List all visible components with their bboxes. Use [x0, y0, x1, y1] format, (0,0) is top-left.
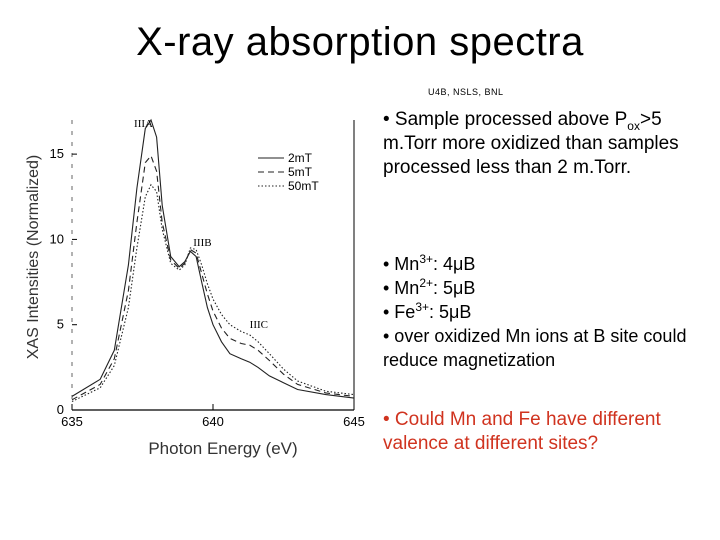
moment-pre-1: • Mn: [383, 278, 420, 298]
series-line-50mT: [71, 183, 355, 402]
moment-pre-3: • over oxidized Mn ions at B site could …: [383, 326, 687, 370]
moment-line-3: • over oxidized Mn ions at B site could …: [383, 324, 713, 372]
bullet-oxidation-lead: • Sample processed above P: [383, 109, 628, 130]
bullet-question: • Could Mn and Fe have different valence…: [383, 409, 661, 454]
y-tick-label-1: 5: [57, 317, 64, 332]
xas-chart: 635 640 645 0 5 10 15 Photon Energy (eV) XAS Int…: [25, 118, 365, 458]
x-tick-label-1: 640: [202, 414, 224, 429]
y-tick-label-2: 10: [50, 231, 64, 246]
bullet-oxidation: • Sample processed above Pox>5 m.Torr mo…: [383, 108, 713, 180]
moment-pre-0: • Mn: [383, 254, 420, 274]
legend-label-5mT: 5mT: [288, 165, 313, 179]
series-line-2mT: [71, 118, 355, 399]
moment-sup-0: 3+: [419, 252, 433, 266]
bullet-moments: • Mn3+: 4μB • Mn2+: 5μB • Fe3+: 5μB • ov…: [383, 252, 713, 372]
source-label: U4B, NSLS, BNL: [428, 87, 504, 97]
peak-label-IIIC: IIIC: [250, 319, 268, 331]
moment-pre-2: • Fe: [383, 302, 416, 322]
y-tick-label-0: 0: [57, 402, 64, 417]
legend-label-2mT: 2mT: [288, 151, 313, 165]
chart-root: 635 640 645 0 5 10 15 Photon Energy (eV) XAS Int…: [25, 118, 365, 458]
moment-line-2: • Fe3+: 5μB: [383, 300, 713, 324]
legend-label-50mT: 50mT: [288, 179, 319, 193]
bullet-oxidation-sub: ox: [627, 118, 640, 133]
x-tick-label-2: 645: [343, 414, 365, 429]
moment-line-1: • Mn2+: 5μB: [383, 276, 713, 300]
moment-sup-2: 3+: [415, 300, 429, 314]
peak-label-IIIB: IIIB: [193, 237, 211, 249]
x-axis-label: Photon Energy (eV): [148, 439, 297, 458]
y-axis-label: XAS Intensities (Normalized): [25, 155, 42, 360]
moment-line-0: • Mn3+: 4μB: [383, 252, 713, 276]
slide-title: X-ray absorption spectra: [136, 20, 584, 64]
x-tick-label-0: 635: [61, 414, 83, 429]
peak-label-IIIA: IIIA: [134, 118, 153, 130]
y-tick-label-3: 15: [50, 146, 64, 161]
series-line-5mT: [71, 154, 355, 401]
bullet-oxidation-tail: >5 m.Torr more oxidized than samples pro…: [383, 109, 679, 178]
moment-sup-1: 2+: [419, 276, 433, 290]
moment-post-2: : 5μB: [429, 302, 472, 322]
moment-post-0: : 4μB: [433, 254, 476, 274]
moment-post-1: : 5μB: [433, 278, 476, 298]
